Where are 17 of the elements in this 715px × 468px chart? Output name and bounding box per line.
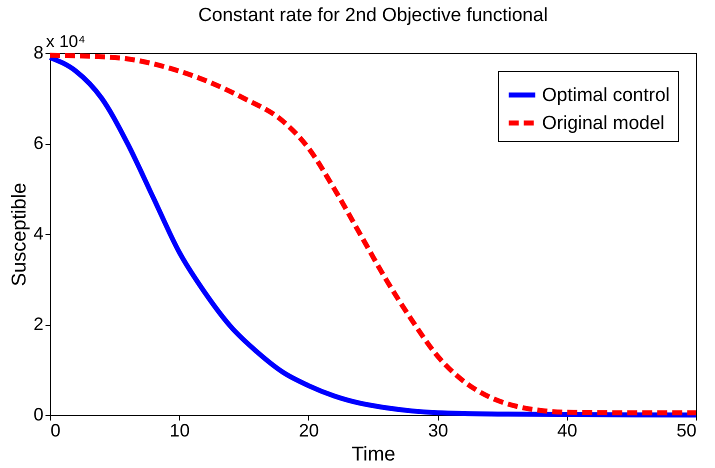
y-tick-label: 2 xyxy=(33,314,44,334)
x-tick-label: 0 xyxy=(50,420,61,440)
x-tick-label: 20 xyxy=(298,420,319,440)
chart-title: Constant rate for 2nd Objective functional xyxy=(198,5,548,26)
legend-label: Original model xyxy=(542,113,664,134)
x-tick-label: 10 xyxy=(170,420,190,440)
x-tick-label: 40 xyxy=(557,420,578,440)
x-tick-label: 30 xyxy=(428,420,448,440)
y-tick-label: 6 xyxy=(33,133,44,153)
y-tick-label: 8 xyxy=(33,42,44,62)
x-tick-label: 50 xyxy=(676,420,696,440)
x-axis-title: Time xyxy=(352,444,396,466)
text: x 10⁴ xyxy=(46,32,86,51)
legend-label: Optimal control xyxy=(542,85,670,106)
y-axis-title: Susceptible xyxy=(8,182,30,286)
y-tick-label: 0 xyxy=(33,404,44,424)
y-tick-label: 4 xyxy=(33,224,44,244)
